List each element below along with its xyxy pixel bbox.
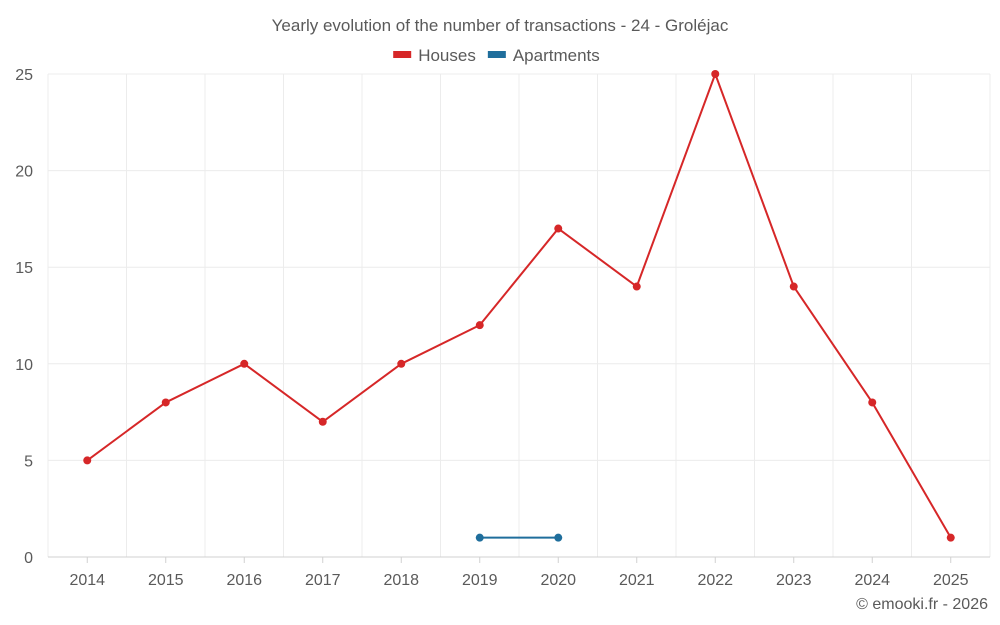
data-point-houses[interactable] (868, 398, 877, 407)
series-layer (83, 70, 955, 542)
x-tick-label: 2018 (383, 572, 419, 589)
x-tick-label: 2015 (148, 572, 184, 589)
x-tick-label: 2025 (933, 572, 969, 589)
legend-swatch (487, 51, 506, 58)
legend-item-houses[interactable]: Houses (393, 46, 476, 65)
legend-label: Houses (418, 46, 476, 65)
x-tick-label: 2023 (776, 572, 812, 589)
legend-label: Apartments (513, 46, 600, 65)
grid (47, 73, 991, 557)
data-point-houses[interactable] (397, 359, 406, 368)
y-tick-label: 10 (15, 357, 33, 374)
x-tick-label: 2021 (619, 572, 655, 589)
x-tick-label: 2022 (697, 572, 733, 589)
data-point-apartments[interactable] (475, 533, 484, 542)
x-tick-label: 2017 (305, 572, 341, 589)
data-point-houses[interactable] (240, 359, 249, 368)
chart-title: Yearly evolution of the number of transa… (272, 16, 729, 35)
y-tick-label: 15 (15, 260, 33, 277)
x-tick-label: 2024 (854, 572, 890, 589)
series-apartments (475, 533, 563, 542)
data-point-houses[interactable] (632, 282, 641, 291)
y-tick-label: 25 (15, 67, 33, 84)
data-point-houses[interactable] (789, 282, 798, 291)
data-point-houses[interactable] (83, 456, 92, 465)
data-point-houses[interactable] (946, 533, 955, 542)
x-tick-label: 2020 (540, 572, 576, 589)
data-point-houses[interactable] (711, 70, 720, 78)
legend[interactable]: Houses Apartments (393, 46, 600, 65)
series-houses (83, 70, 955, 542)
data-point-apartments[interactable] (554, 533, 563, 542)
x-tick-label: 2016 (226, 572, 262, 589)
data-point-houses[interactable] (475, 321, 484, 330)
legend-swatch (393, 51, 412, 58)
data-point-houses[interactable] (554, 224, 563, 233)
data-point-houses[interactable] (161, 398, 170, 407)
legend-item-apartments[interactable]: Apartments (487, 46, 600, 65)
credit-text: © emooki.fr - 2026 (856, 596, 988, 613)
x-tick-label: 2019 (462, 572, 498, 589)
y-tick-label: 5 (24, 453, 33, 470)
y-tick-label: 0 (24, 550, 33, 567)
y-tick-label: 20 (15, 164, 33, 181)
x-tick-label: 2014 (69, 572, 105, 589)
series-line-houses (86, 73, 952, 539)
data-point-houses[interactable] (318, 417, 327, 426)
